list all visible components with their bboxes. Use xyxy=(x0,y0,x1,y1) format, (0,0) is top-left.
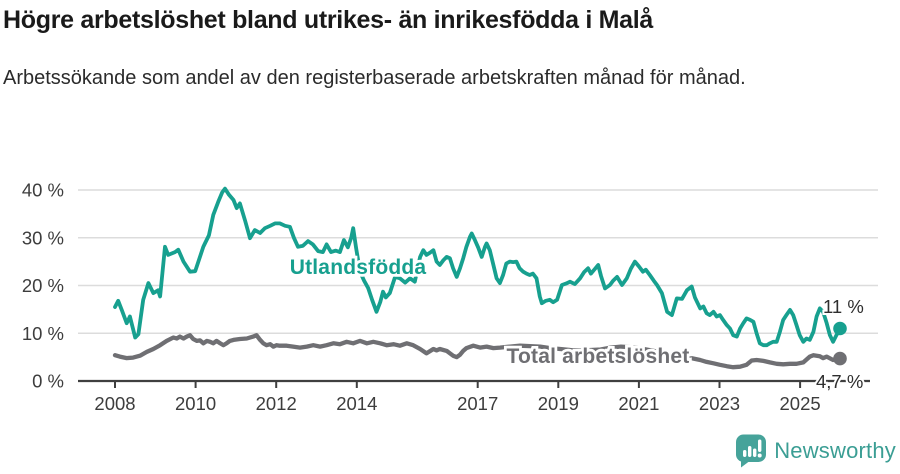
x-axis-label: 2023 xyxy=(699,393,740,414)
y-axis-label: 40 % xyxy=(22,180,64,201)
y-axis-label: 20 % xyxy=(22,275,64,296)
series-endpoint-dot-utlandsfodda xyxy=(833,321,847,336)
series-label-utlandsfodda: Utlandsfödda xyxy=(290,256,427,279)
series-line-total xyxy=(112,333,843,370)
x-axis-label: 2012 xyxy=(256,393,297,414)
y-axis-label: 0 % xyxy=(32,371,64,392)
page-title: Högre arbetslöshet bland utrikes- än inr… xyxy=(3,6,654,34)
x-axis-label: 2019 xyxy=(538,393,579,414)
newsworthy-logo: Newsworthy xyxy=(736,434,896,468)
end-value-label-utlandsfodda: 11 % xyxy=(823,296,864,317)
series-label-total: Total arbetslöshet xyxy=(507,345,690,368)
end-value-label-total: 4,7 % xyxy=(816,371,863,392)
series-endpoint-dot-total xyxy=(833,351,847,366)
x-axis-label: 2010 xyxy=(175,393,216,414)
newsworthy-brand-name: Newsworthy xyxy=(774,438,896,463)
page-subtitle: Arbetssökande som andel av den registerb… xyxy=(3,67,746,89)
x-axis-label: 2017 xyxy=(457,393,498,414)
y-axis-label: 30 % xyxy=(22,227,64,248)
x-axis-label: 2021 xyxy=(618,393,659,414)
x-axis-label: 2008 xyxy=(94,393,135,414)
x-axis-label: 2014 xyxy=(336,393,377,414)
y-axis-label: 10 % xyxy=(22,323,64,344)
x-axis-label: 2025 xyxy=(780,393,821,414)
series-line-utlandsfodda xyxy=(113,186,842,348)
newsworthy-logo-icon xyxy=(736,434,767,468)
